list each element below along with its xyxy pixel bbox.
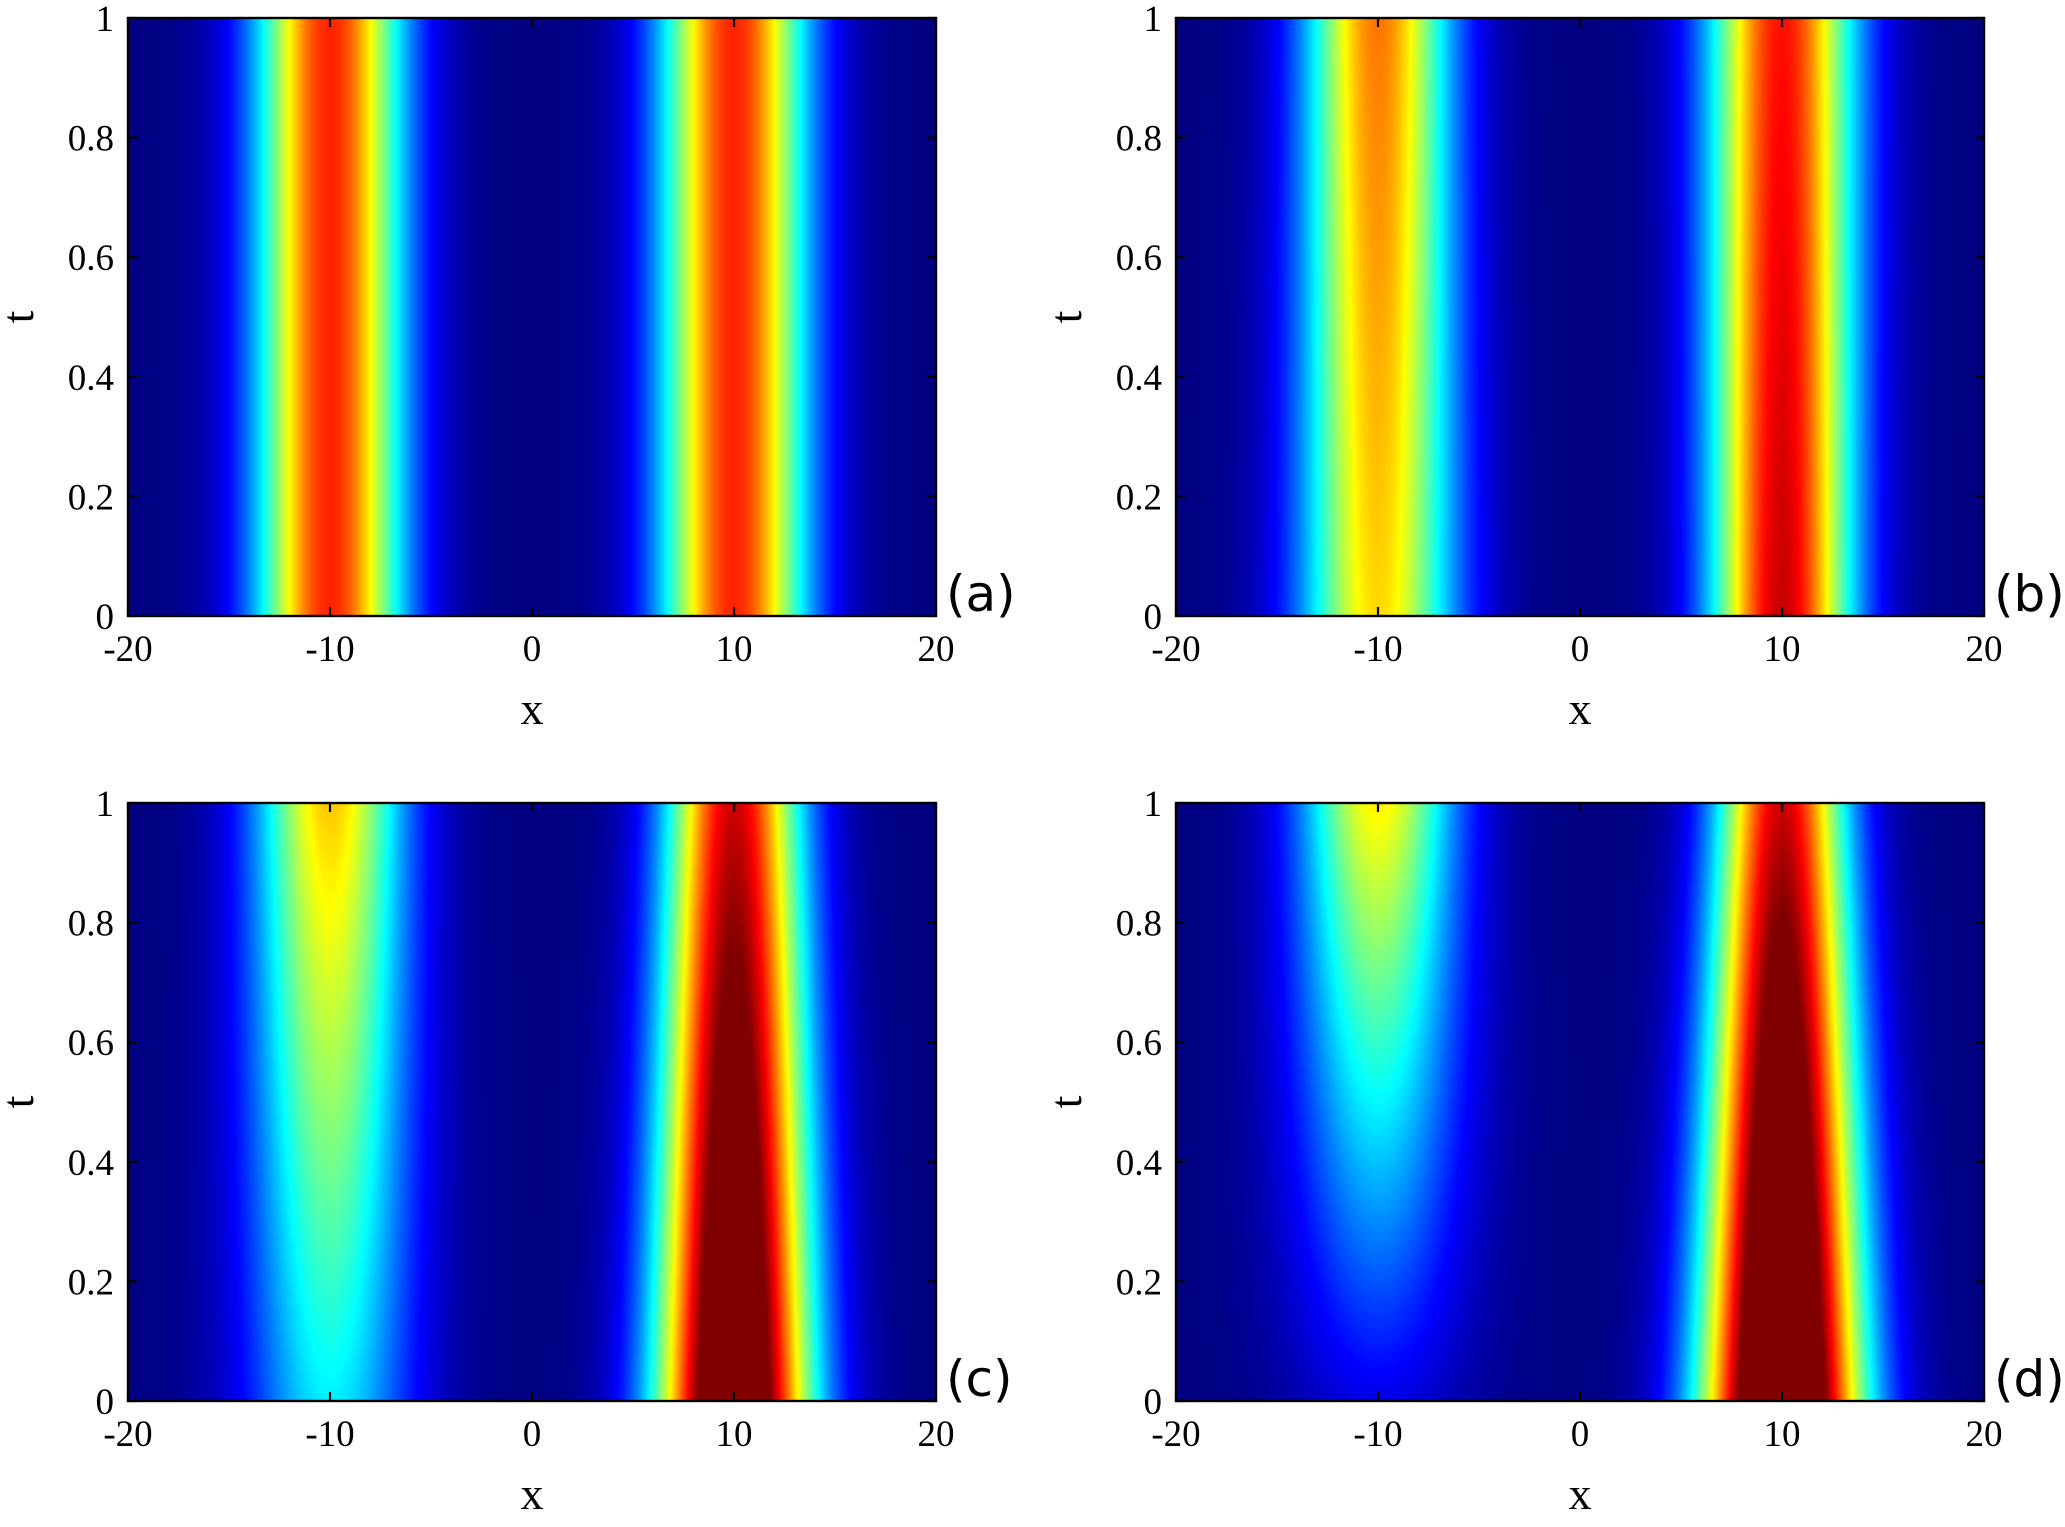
panel-b: -20 -10 0 10 20 0 0.2 0.4 0.6 0.8 1 x t (b) — [1040, 0, 2065, 734]
y-axis-label: t — [0, 310, 43, 323]
y-tick-label: 0.2 — [1116, 477, 1162, 518]
y-tick-label: 0.4 — [68, 1143, 114, 1184]
x-tick-label: 0 — [523, 629, 542, 670]
x-axis-label: x — [521, 683, 544, 734]
x-tick-label: -10 — [305, 1414, 354, 1455]
panel-label: (c) — [946, 1350, 1013, 1408]
y-axis-label: t — [1040, 1095, 1091, 1108]
y-tick-label: 0 — [1144, 597, 1163, 638]
y-tick-label: 0.8 — [1116, 904, 1162, 945]
y-axis-label: t — [1040, 310, 1091, 323]
x-tick-label: -20 — [103, 1414, 152, 1455]
x-tick-label: -20 — [1151, 629, 1200, 670]
heatmap-image — [128, 18, 936, 616]
x-tick-label: 20 — [918, 1414, 955, 1455]
y-tick-label: 0.6 — [68, 238, 114, 279]
y-tick-label: 1 — [1144, 784, 1163, 825]
x-axis-label: x — [1569, 683, 1592, 734]
x-tick-label: -20 — [103, 629, 152, 670]
panel-label: (d) — [1994, 1350, 2065, 1408]
y-axis-label: t — [0, 1095, 43, 1108]
x-tick-label: 10 — [1764, 629, 1801, 670]
y-tick-label: 0.2 — [68, 477, 114, 518]
y-tick-label: 0.4 — [68, 358, 114, 399]
x-tick-label: -10 — [1353, 1414, 1402, 1455]
x-axis-label: x — [1569, 1468, 1592, 1519]
x-tick-label: 0 — [523, 1414, 542, 1455]
x-tick-label: 20 — [918, 629, 955, 670]
y-tick-label: 0 — [96, 1382, 115, 1423]
x-tick-label: -10 — [1353, 629, 1402, 670]
panel-c: -20 -10 0 10 20 0 0.2 0.4 0.6 0.8 1 x t (c) — [0, 784, 1013, 1519]
y-tick-label: 0 — [1144, 1382, 1163, 1423]
x-tick-label: 10 — [1764, 1414, 1801, 1455]
y-tick-label: 1 — [96, 784, 115, 825]
x-tick-label: 10 — [716, 1414, 753, 1455]
y-tick-label: 0.2 — [68, 1262, 114, 1303]
x-tick-label: 10 — [716, 629, 753, 670]
panel-label: (b) — [1994, 565, 2065, 623]
x-axis-label: x — [521, 1468, 544, 1519]
heatmap-image — [1176, 18, 1984, 616]
heatmap-image — [1176, 803, 1984, 1401]
panel-d: -20 -10 0 10 20 0 0.2 0.4 0.6 0.8 1 x t (d) — [1040, 784, 2065, 1519]
y-tick-label: 0.6 — [68, 1023, 114, 1064]
y-tick-label: 0.6 — [1116, 238, 1162, 279]
y-tick-label: 0.4 — [1116, 1143, 1162, 1184]
y-tick-label: 1 — [1144, 0, 1163, 40]
y-tick-label: 0.2 — [1116, 1262, 1162, 1303]
heatmap-image — [128, 803, 936, 1401]
y-tick-label: 0.8 — [68, 119, 114, 160]
x-tick-label: 20 — [1966, 1414, 2003, 1455]
y-tick-label: 0.8 — [1116, 119, 1162, 160]
panel-label: (a) — [946, 565, 1016, 623]
x-tick-label: -10 — [305, 629, 354, 670]
y-tick-label: 0.6 — [1116, 1023, 1162, 1064]
y-tick-label: 1 — [96, 0, 115, 40]
y-tick-label: 0.8 — [68, 904, 114, 945]
y-tick-label: 0.4 — [1116, 358, 1162, 399]
x-tick-label: 20 — [1966, 629, 2003, 670]
x-tick-label: 0 — [1571, 1414, 1590, 1455]
panel-a: -20 -10 0 10 20 0 0.2 0.4 0.6 0.8 1 x t (a) — [0, 0, 1016, 734]
y-tick-label: 0 — [96, 597, 115, 638]
x-tick-label: -20 — [1151, 1414, 1200, 1455]
x-tick-label: 0 — [1571, 629, 1590, 670]
